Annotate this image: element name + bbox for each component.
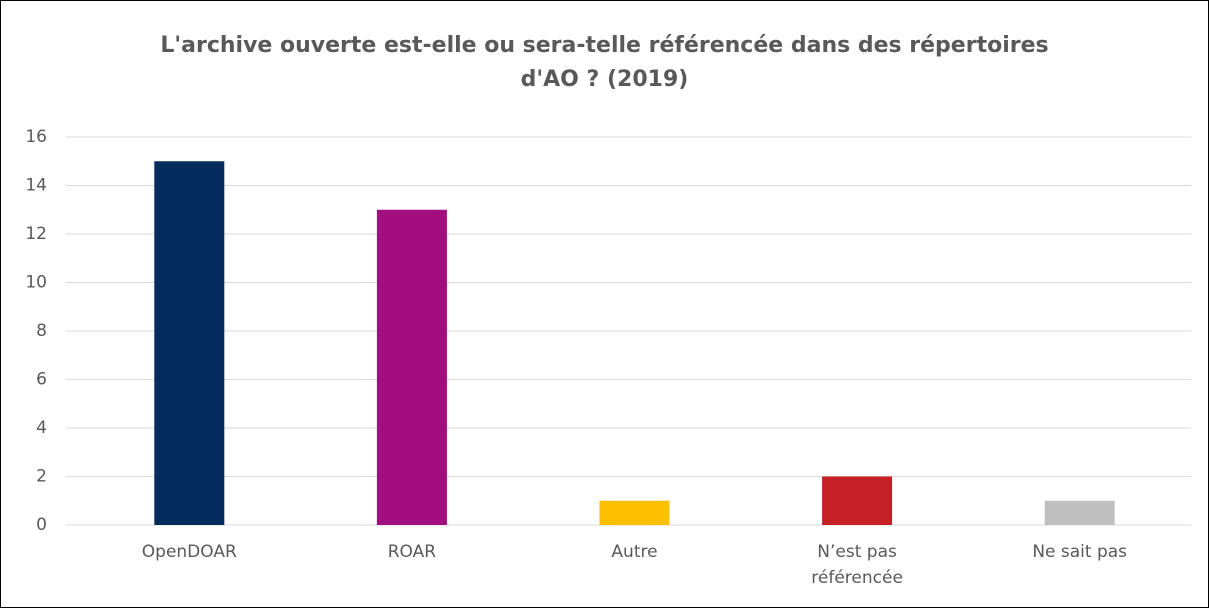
bar <box>154 161 225 525</box>
x-tick-label: Ne sait pas <box>1032 542 1128 562</box>
x-tick-label: Autre <box>611 542 658 562</box>
y-tick-label: 4 <box>36 418 47 438</box>
y-tick-label: 14 <box>25 176 47 196</box>
bar <box>1044 500 1115 525</box>
x-tick-label: OpenDOAR <box>141 542 237 562</box>
y-tick-label: 8 <box>36 321 47 341</box>
chart-title: L'archive ouverte est-elle ou sera-telle… <box>160 33 1049 92</box>
y-tick-label: 2 <box>36 467 47 487</box>
y-tick-label: 16 <box>25 127 47 147</box>
bar <box>376 209 447 525</box>
y-tick-label: 0 <box>36 515 47 535</box>
y-tick-label: 12 <box>25 224 47 244</box>
y-tick-label: 6 <box>36 370 47 390</box>
x-tick-label: N’est pas référencée <box>811 542 903 588</box>
x-tick-label: ROAR <box>387 542 437 562</box>
bar <box>599 500 670 525</box>
bar <box>822 476 893 525</box>
y-tick-label: 10 <box>25 273 47 293</box>
